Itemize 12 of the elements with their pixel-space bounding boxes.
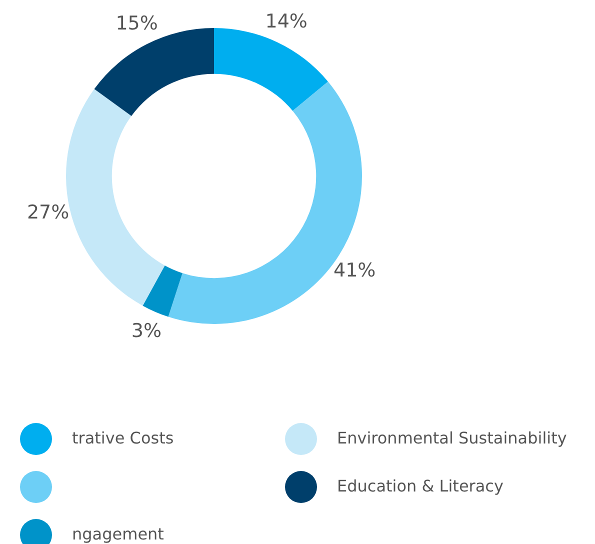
data-label: 14% bbox=[265, 10, 308, 32]
data-label: 15% bbox=[116, 12, 158, 35]
donut-slice bbox=[214, 28, 328, 111]
legend-label: trative Costs bbox=[72, 428, 174, 448]
data-label: 27% bbox=[26, 201, 70, 224]
data-label: 41% bbox=[333, 260, 376, 282]
legend-label: Education & Literacy bbox=[337, 476, 504, 496]
legend-label: Environmental Sustainability bbox=[337, 428, 567, 448]
donut-slice bbox=[142, 265, 182, 317]
donut-slice bbox=[94, 28, 214, 116]
legend-label: ngagement bbox=[72, 524, 164, 544]
data-label: 3% bbox=[131, 320, 162, 342]
